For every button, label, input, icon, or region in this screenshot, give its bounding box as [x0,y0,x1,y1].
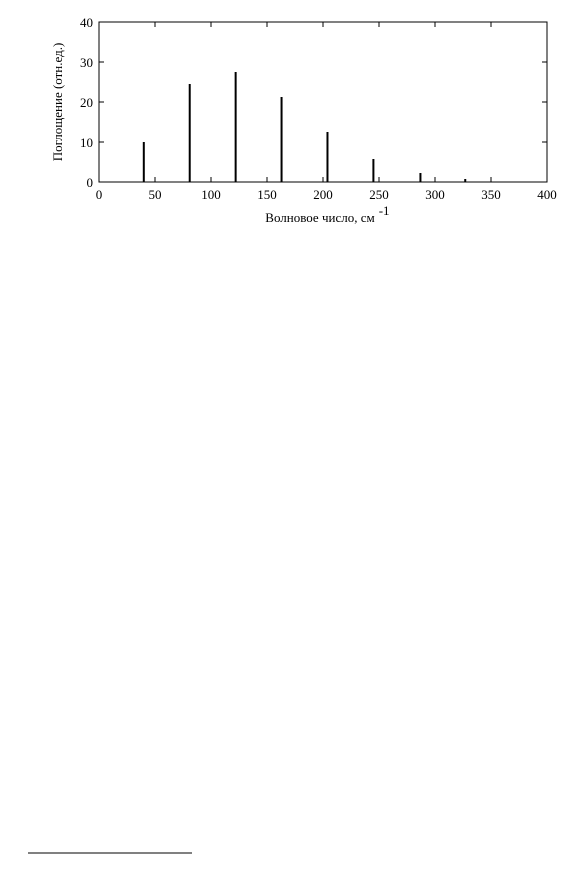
y-tick-label: 0 [87,175,94,190]
x-tick-label: 350 [481,187,501,202]
x-tick-label: 0 [96,187,103,202]
y-axis-label: Поглощение (отн.ед.) [50,43,65,162]
x-tick-label: 50 [149,187,162,202]
plot-frame [98,21,548,183]
y-tick-label: 30 [80,55,93,70]
x-tick-label: 300 [425,187,445,202]
x-tick-label: 250 [369,187,389,202]
x-tick-label: 150 [257,187,277,202]
x-tick-label: 200 [313,187,333,202]
x-tick-label: 400 [537,187,557,202]
y-tick-label: 40 [80,15,93,30]
y-tick-label: 20 [80,95,93,110]
x-axis-label-superscript: -1 [379,203,390,218]
y-tick-label: 10 [80,135,93,150]
x-tick-label: 100 [201,187,221,202]
x-axis-label: Волновое число, см [265,210,374,225]
